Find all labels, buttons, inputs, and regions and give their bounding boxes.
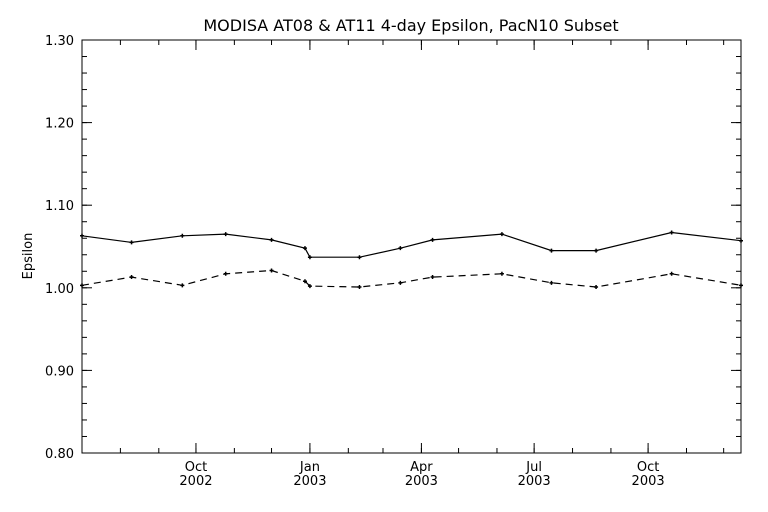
x-tick-month: Jan [299,460,320,475]
x-tick-year: 2003 [518,474,551,489]
x-tick-month: Oct [185,460,207,475]
series-1-point [398,246,403,251]
y-tick-label: 1.00 [45,282,74,297]
series-2-point [129,275,134,280]
y-axis: 0.80 0.90 1.00 1.10 1.20 1.30 [45,34,741,462]
series-1-point [357,255,362,260]
series-1-point [223,232,228,237]
series-1-point [549,248,554,253]
series-group [80,230,743,289]
y-tick-label: 0.80 [45,447,74,462]
series-1-point [80,233,84,238]
chart-title: MODISA AT08 & AT11 4-day Epsilon, PacN10… [203,16,618,35]
series-1-point [594,248,599,253]
series-1-point [669,230,674,235]
series-1-point [430,237,435,242]
series-2-point [180,283,185,288]
x-tick-month: Jul [525,460,542,475]
x-tick-year: 2003 [405,474,438,489]
series-2-point [223,271,228,276]
series-1-point [499,232,504,237]
y-tick-label: 1.30 [45,34,74,49]
series-1-point [739,238,743,243]
series-2-point [430,275,435,280]
x-tick-month: Apr [410,460,433,475]
x-tick-year: 2002 [179,474,212,489]
series-1-point [180,233,185,238]
series-1-point [302,246,307,251]
series-2-point [80,283,84,288]
series-2-point [594,284,599,289]
y-tick-label: 0.90 [45,364,74,379]
series-2-point [269,268,274,273]
series-2-point [499,271,504,276]
series-2-point [302,279,307,284]
y-tick-label: 1.10 [45,199,74,214]
series-1-point [307,255,312,260]
x-tick-month: Oct [637,460,659,475]
series-line-2 [81,269,742,288]
series-2-point [739,283,743,288]
series-2-point [307,284,312,289]
series-2-point [398,280,403,285]
series-2-point [549,280,554,285]
x-tick-year: 2003 [632,474,665,489]
x-tick-year: 2003 [293,474,326,489]
series-2-point [669,271,674,276]
series-2-point [357,284,362,289]
plot-frame [81,39,742,454]
y-tick-label: 1.20 [45,117,74,132]
series-1-point [269,237,274,242]
y-axis-label: Epsilon [21,233,36,280]
series-1-point [129,240,134,245]
